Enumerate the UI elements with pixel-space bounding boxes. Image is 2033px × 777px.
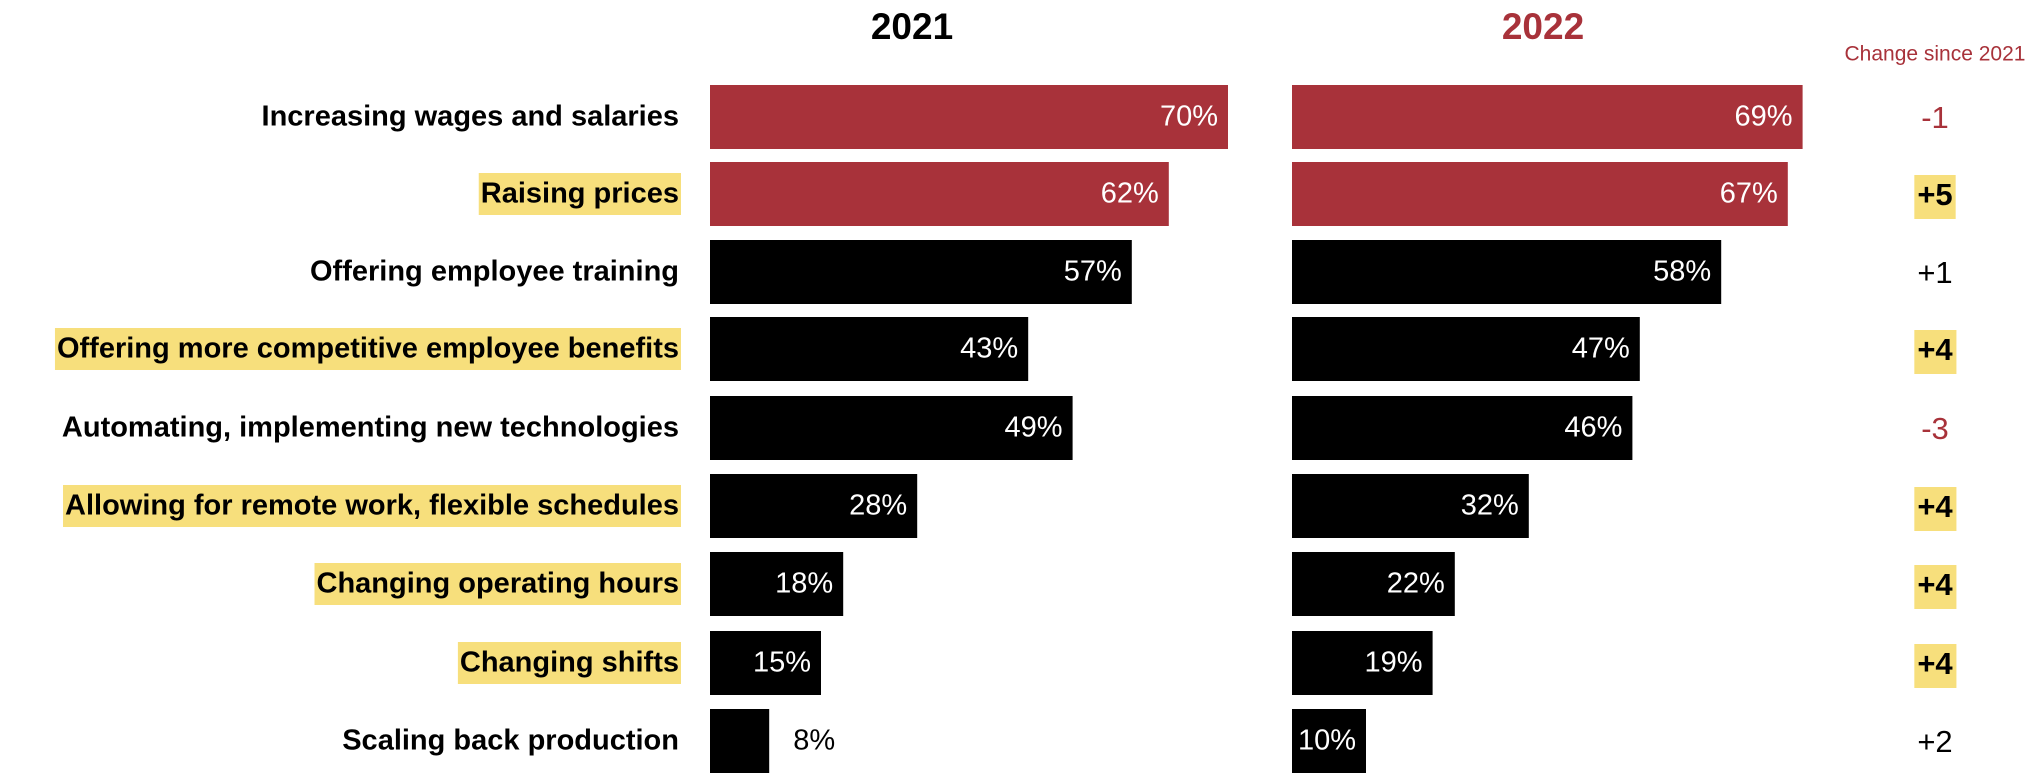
- category-label: Increasing wages and salaries: [262, 101, 679, 133]
- category-highlight: [54, 328, 681, 370]
- bar-label-2022: 58%: [1653, 256, 1711, 288]
- highlights-layer: [54, 173, 681, 684]
- change-value: +5: [1917, 177, 1952, 212]
- bars-2022: 69% 67% 58% 47% 46% 32% 22% 19% 10%: [1292, 85, 1803, 773]
- category-label: Allowing for remote work, flexible sched…: [65, 490, 679, 522]
- bar-2021: [710, 552, 844, 616]
- category-label: Changing shifts: [460, 647, 679, 679]
- bar-2021: [710, 631, 821, 695]
- category-label: Automating, implementing new technologie…: [62, 412, 679, 444]
- bar-2022: [1292, 552, 1455, 616]
- category-label: Offering more competitive employee benef…: [57, 333, 679, 365]
- bar-2021: [710, 85, 1228, 149]
- change-value: +2: [1917, 724, 1952, 759]
- bar-label-2022: 19%: [1365, 647, 1423, 679]
- bars-2021: 70% 62% 57% 43% 49% 28% 18% 15% 8%: [710, 85, 1228, 773]
- bar-label-2022: 69%: [1735, 101, 1793, 133]
- change-value: +4: [1917, 489, 1953, 524]
- titles-layer: 2021 2022: [871, 6, 1584, 47]
- bar-2022: [1292, 709, 1366, 773]
- change-value: -3: [1921, 411, 1949, 446]
- change-highlight: [1914, 644, 1957, 688]
- bar-label-2021: 62%: [1101, 178, 1159, 210]
- bar-2021: [710, 240, 1132, 304]
- change-value: +4: [1917, 332, 1953, 367]
- bar-label-2021: 57%: [1064, 256, 1122, 288]
- category-label: Changing operating hours: [317, 568, 680, 600]
- bar-2022: [1292, 85, 1803, 149]
- bar-2022: [1292, 240, 1722, 304]
- category-label: Scaling back production: [342, 725, 679, 757]
- change-highlight: [1914, 175, 1956, 219]
- bar-label-2022: 22%: [1387, 568, 1445, 600]
- bar-2021: [710, 162, 1169, 226]
- bar-label-2022: 47%: [1572, 333, 1630, 365]
- bar-2022: [1292, 162, 1788, 226]
- change-header: Change since 2021: [1845, 43, 2026, 66]
- category-highlight: [457, 642, 681, 684]
- bar-label-2022: 10%: [1298, 725, 1356, 757]
- change-highlight: [1914, 487, 1957, 531]
- category-label: Offering employee training: [310, 256, 679, 288]
- change-value: +1: [1917, 255, 1952, 290]
- category-highlight: [63, 485, 681, 527]
- change-value: +4: [1917, 646, 1953, 681]
- bar-label-2021: 15%: [753, 647, 811, 679]
- bar-label-2021: 8%: [793, 725, 835, 757]
- bar-2021: [710, 474, 918, 538]
- bar-2022: [1292, 317, 1640, 381]
- bar-label-2021: 18%: [775, 568, 833, 600]
- change-value: -1: [1921, 100, 1949, 135]
- bar-label-2022: 46%: [1564, 412, 1622, 444]
- change-highlight: [1914, 330, 1957, 374]
- category-highlight: [478, 173, 681, 215]
- bar-2021: [710, 709, 770, 773]
- year-title-2021: 2021: [871, 6, 953, 47]
- change-value: +4: [1917, 567, 1953, 602]
- category-labels: Increasing wages and salaries Raising pri…: [57, 101, 679, 757]
- bar-2022: [1292, 474, 1529, 538]
- bar-2021: [710, 317, 1029, 381]
- bar-label-2021: 43%: [960, 333, 1018, 365]
- bar-2021: [710, 396, 1073, 460]
- bar-label-2021: 28%: [849, 490, 907, 522]
- change-column: Change since 2021 -1 +5 +1 +4 -3 +4 +4 +4 +2: [1845, 43, 2026, 760]
- category-label: Raising prices: [481, 178, 679, 210]
- category-highlight: [314, 563, 681, 605]
- bar-label-2022: 32%: [1461, 490, 1519, 522]
- bar-label-2021: 70%: [1160, 101, 1218, 133]
- bar-2022: [1292, 631, 1433, 695]
- bar-2022: [1292, 396, 1633, 460]
- bar-label-2021: 49%: [1005, 412, 1063, 444]
- change-highlight: [1914, 565, 1957, 609]
- year-title-2022: 2022: [1502, 6, 1584, 47]
- bar-label-2022: 67%: [1720, 178, 1778, 210]
